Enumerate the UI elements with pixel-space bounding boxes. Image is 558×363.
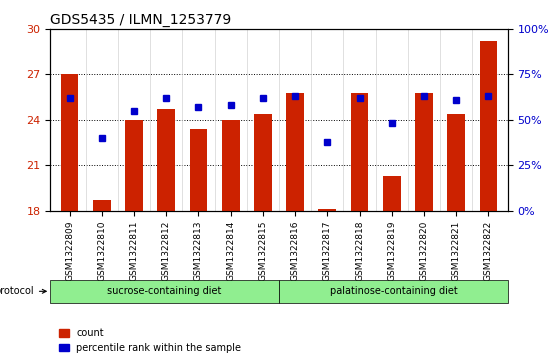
Bar (319, 209, 336, 211)
Bar (286, 93, 304, 211)
Bar (190, 129, 208, 211)
Bar (383, 176, 401, 211)
Text: sucrose-containing diet: sucrose-containing diet (108, 286, 222, 296)
Bar (415, 93, 433, 211)
Text: GDS5435 / ILMN_1253779: GDS5435 / ILMN_1253779 (50, 13, 232, 26)
Text: palatinose-containing diet: palatinose-containing diet (330, 286, 457, 296)
Bar (350, 93, 368, 211)
Bar (157, 109, 175, 211)
Bar (254, 114, 272, 211)
Bar (93, 200, 110, 211)
Bar (479, 41, 497, 211)
Bar (222, 120, 239, 211)
Text: protocol: protocol (0, 286, 46, 296)
Bar (50, 280, 279, 303)
Legend: count, percentile rank within the sample: count, percentile rank within the sample (55, 324, 246, 357)
Bar (125, 120, 143, 211)
Bar (61, 74, 79, 211)
Bar (448, 114, 465, 211)
Bar (279, 280, 508, 303)
